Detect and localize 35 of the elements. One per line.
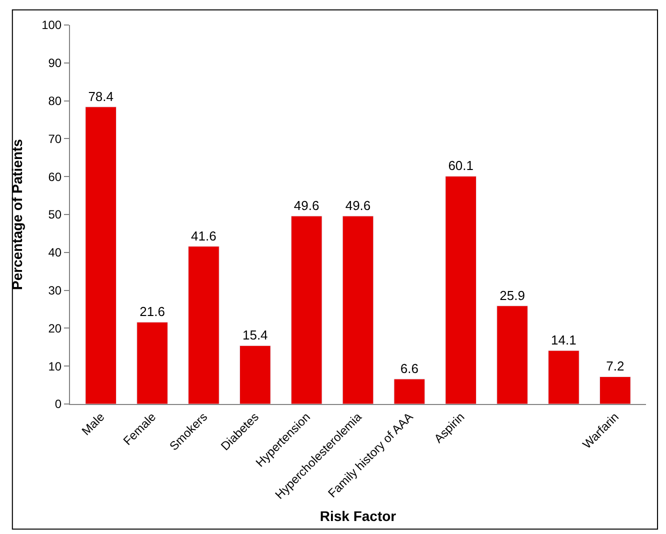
data-label: 41.6 (191, 228, 216, 244)
bar (136, 322, 168, 404)
bar (445, 176, 477, 404)
bar (394, 378, 426, 404)
y-tick-label: 80 (48, 94, 62, 108)
data-label: 60.1 (448, 158, 474, 174)
y-tick-label: 70 (48, 132, 62, 146)
data-label: 49.6 (345, 198, 371, 214)
y-tick-label: 90 (48, 56, 62, 70)
x-axis-title: Risk Factor (320, 508, 397, 524)
bar (188, 246, 220, 404)
data-label: 6.6 (400, 360, 418, 376)
y-tick-label: 30 (48, 284, 62, 298)
bar (85, 106, 117, 404)
y-tick-label: 10 (48, 359, 62, 374)
data-label: 25.9 (500, 288, 525, 303)
y-tick-label: 20 (48, 321, 62, 336)
data-label: 21.6 (140, 304, 165, 320)
y-tick-label: 0 (54, 397, 62, 412)
bar (496, 306, 528, 404)
data-label: 14.1 (551, 332, 576, 348)
y-tick-label: 50 (48, 208, 62, 222)
data-label: 78.4 (88, 88, 114, 104)
bar (548, 350, 580, 404)
data-label: 7.2 (606, 358, 624, 374)
data-label: 15.4 (242, 328, 268, 343)
y-tick-label: 40 (48, 246, 62, 260)
bar (599, 376, 631, 404)
y-axis-title: Percentage of Patients (9, 138, 26, 290)
data-label: 49.6 (294, 198, 320, 214)
bar (290, 216, 322, 404)
bar (239, 345, 271, 404)
y-tick-label: 100 (42, 18, 62, 32)
y-tick-label: 60 (48, 170, 62, 184)
bar (342, 216, 374, 404)
